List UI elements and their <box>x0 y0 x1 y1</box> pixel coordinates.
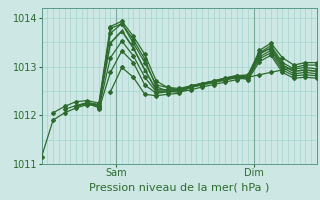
X-axis label: Pression niveau de la mer( hPa ): Pression niveau de la mer( hPa ) <box>89 182 269 192</box>
